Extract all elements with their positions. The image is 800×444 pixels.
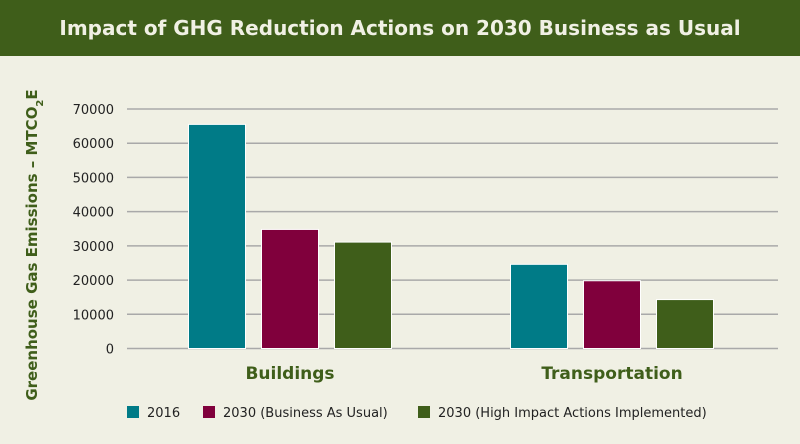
bar bbox=[583, 280, 641, 349]
bar bbox=[334, 241, 392, 349]
legend-label: 2030 (Business As Usual) bbox=[223, 406, 388, 421]
y-tick-label: 50000 bbox=[73, 171, 114, 186]
y-axis-label: Greenhouse Gas Emissions – MTCO2E bbox=[23, 89, 46, 400]
bar bbox=[510, 263, 568, 349]
y-tick-label: 60000 bbox=[73, 137, 114, 152]
chart-title: Impact of GHG Reduction Actions on 2030 … bbox=[0, 0, 800, 56]
y-tick-label: 20000 bbox=[73, 274, 114, 289]
bar bbox=[188, 123, 246, 350]
y-tick-label: 10000 bbox=[73, 308, 114, 323]
category-label: Transportation bbox=[541, 364, 682, 384]
legend-swatch bbox=[418, 406, 430, 418]
y-tick-label: 0 bbox=[106, 343, 114, 358]
category-label: Buildings bbox=[245, 364, 334, 384]
y-tick-label: 40000 bbox=[73, 206, 114, 221]
y-tick-label: 30000 bbox=[73, 240, 114, 255]
y-tick-label: 70000 bbox=[73, 103, 114, 118]
legend-label: 2016 bbox=[147, 406, 180, 421]
legend-swatch bbox=[203, 406, 215, 418]
bar bbox=[261, 228, 319, 349]
legend-label: 2030 (High Impact Actions Implemented) bbox=[438, 406, 707, 421]
bar bbox=[656, 299, 714, 350]
legend-swatch bbox=[127, 406, 139, 418]
